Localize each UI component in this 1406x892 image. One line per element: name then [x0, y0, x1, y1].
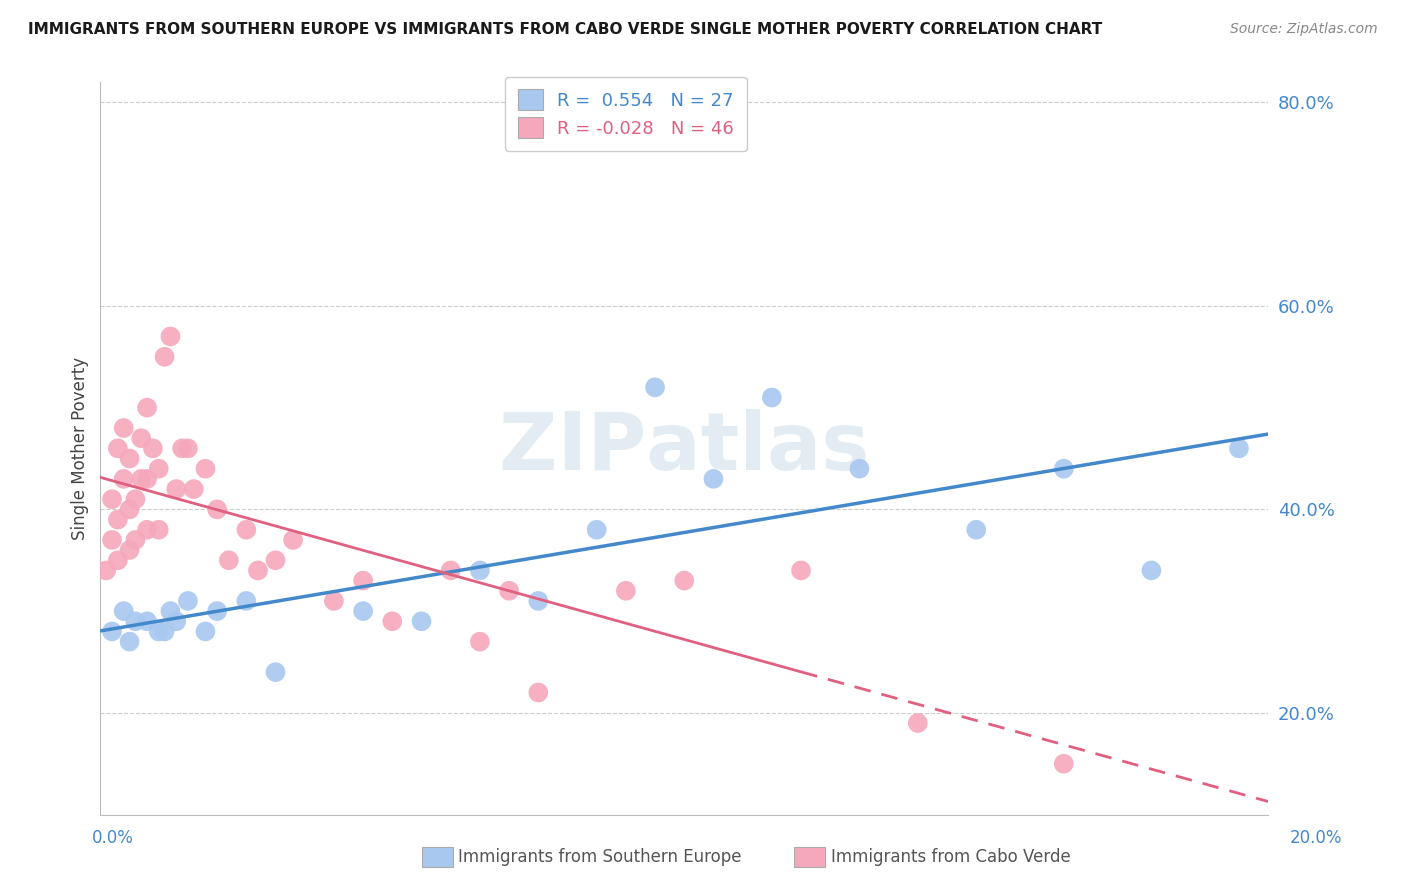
Point [1140, 563, 1163, 577]
Text: Immigrants from Southern Europe: Immigrants from Southern Europe [458, 848, 742, 866]
Point [205, 502, 228, 516]
Point [761, 391, 783, 405]
Point [112, 604, 135, 618]
Point [112, 472, 135, 486]
Point [468, 634, 491, 648]
Point [585, 523, 607, 537]
Point [124, 492, 146, 507]
Point [148, 461, 170, 475]
Point [673, 574, 696, 588]
Point [112, 421, 135, 435]
Point [205, 604, 228, 618]
Point [907, 716, 929, 731]
Point [411, 615, 433, 629]
Point [101, 492, 124, 507]
Point [136, 472, 159, 486]
Point [107, 442, 129, 456]
Point [1053, 756, 1076, 771]
Point [965, 523, 987, 537]
Point [177, 442, 200, 456]
Point [1053, 461, 1076, 475]
Text: 0.0%: 0.0% [91, 829, 134, 847]
Point [194, 461, 217, 475]
Point [124, 615, 146, 629]
Point [153, 350, 176, 364]
Point [702, 472, 724, 486]
Point [142, 442, 165, 456]
Point [136, 523, 159, 537]
Text: Source: ZipAtlas.com: Source: ZipAtlas.com [1230, 22, 1378, 37]
Point [107, 512, 129, 526]
Point [118, 451, 141, 466]
Point [159, 604, 181, 618]
Point [165, 615, 187, 629]
Point [498, 583, 520, 598]
Point [118, 543, 141, 558]
Point [790, 563, 813, 577]
Point [614, 583, 637, 598]
Point [527, 685, 550, 699]
Point [165, 482, 187, 496]
Point [644, 380, 666, 394]
Point [177, 594, 200, 608]
Point [153, 624, 176, 639]
Text: IMMIGRANTS FROM SOUTHERN EUROPE VS IMMIGRANTS FROM CABO VERDE SINGLE MOTHER POVE: IMMIGRANTS FROM SOUTHERN EUROPE VS IMMIG… [28, 22, 1102, 37]
Point [264, 665, 287, 680]
Point [352, 574, 374, 588]
Point [848, 461, 870, 475]
Point [440, 563, 463, 577]
Point [1227, 442, 1250, 456]
Point [235, 594, 257, 608]
Point [381, 615, 404, 629]
Point [183, 482, 205, 496]
Point [107, 553, 129, 567]
Point [101, 624, 124, 639]
Point [218, 553, 240, 567]
Point [148, 523, 170, 537]
Point [281, 533, 304, 547]
Y-axis label: Single Mother Poverty: Single Mother Poverty [72, 357, 89, 540]
Text: 20.0%: 20.0% [1291, 829, 1343, 847]
Point [264, 553, 287, 567]
Point [352, 604, 374, 618]
Point [124, 533, 146, 547]
Point [101, 533, 124, 547]
Point [136, 401, 159, 415]
Point [148, 624, 170, 639]
Point [322, 594, 344, 608]
Point [159, 329, 181, 343]
Point [118, 502, 141, 516]
Point [118, 634, 141, 648]
Point [129, 472, 152, 486]
Point [172, 442, 194, 456]
Point [136, 615, 159, 629]
Point [194, 624, 217, 639]
Text: Immigrants from Cabo Verde: Immigrants from Cabo Verde [831, 848, 1071, 866]
Text: ZIP​atlas: ZIP​atlas [499, 409, 869, 487]
Point [235, 523, 257, 537]
Point [527, 594, 550, 608]
Point [247, 563, 270, 577]
Point [468, 563, 491, 577]
Legend: R =  0.554   N = 27, R = -0.028   N = 46: R = 0.554 N = 27, R = -0.028 N = 46 [505, 77, 747, 151]
Point [96, 563, 118, 577]
Point [129, 431, 152, 445]
